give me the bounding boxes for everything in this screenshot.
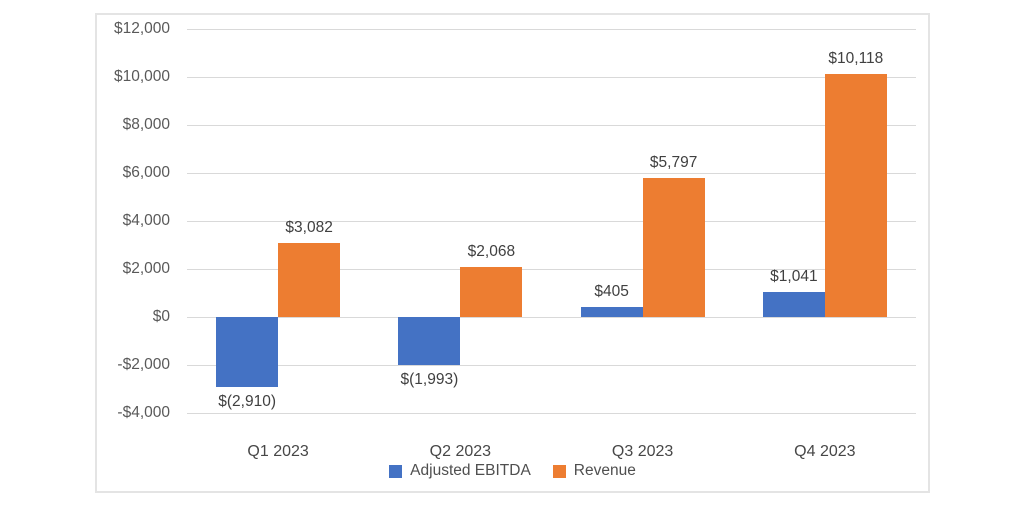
legend-swatch-adjusted-ebitda-icon — [389, 464, 403, 478]
legend-label-revenue: Revenue — [573, 462, 636, 479]
y-tick-label: $2,000 — [122, 260, 170, 277]
bar-revenue-q3-2023 — [642, 177, 705, 317]
legend: Adjusted EBITDA Revenue — [97, 462, 928, 480]
chart-container: $12,000 $10,000 $8,000 $6,000 $4,000 $2,000 $0… — [95, 13, 930, 493]
x-tick-label-q2-2023: Q2 2023 — [429, 443, 492, 460]
data-label-revenue-q4-2023: $10,118 — [828, 50, 884, 68]
y-tick-label: $4,000 — [122, 212, 170, 229]
y-tick-label: $6,000 — [122, 164, 170, 181]
x-tick-label-q4-2023: Q4 2023 — [794, 443, 856, 460]
data-label-revenue-q3-2023: $5,797 — [649, 153, 698, 171]
bar-revenue-q4-2023 — [824, 74, 887, 317]
legend-label-adjusted-ebitda: Adjusted EBITDA — [410, 462, 531, 479]
x-tick-label-q3-2023: Q3 2023 — [611, 443, 674, 460]
bar-adjusted-ebitda-q3-2023 — [580, 307, 643, 317]
legend-item-revenue: Revenue — [552, 462, 636, 480]
gridline — [187, 316, 916, 318]
plot-area: $(2,910) $(1,993) $405 $1,041 $3,082 $2,068 $5… — [187, 28, 916, 414]
y-tick-label: -$4,000 — [117, 404, 170, 421]
y-tick-label: -$2,000 — [117, 356, 170, 373]
gridline — [187, 364, 916, 366]
y-tick-label: $0 — [152, 308, 170, 325]
y-tick-label: $8,000 — [122, 116, 170, 133]
gridline — [187, 412, 916, 414]
bar-adjusted-ebitda-q2-2023 — [398, 317, 461, 365]
bar-revenue-q1-2023 — [278, 243, 341, 317]
y-axis: $12,000 $10,000 $8,000 $6,000 $4,000 $2,000 $0… — [97, 15, 170, 491]
y-tick-label: $10,000 — [113, 68, 170, 85]
gridline — [187, 76, 916, 78]
bar-adjusted-ebitda-q4-2023 — [762, 292, 825, 317]
x-tick-label-q1-2023: Q1 2023 — [247, 443, 309, 460]
legend-item-adjusted-ebitda: Adjusted EBITDA — [389, 462, 531, 480]
gridline — [187, 28, 916, 30]
gridline — [187, 268, 916, 270]
gridline — [187, 172, 916, 174]
data-label-adjusted-ebitda-q1-2023: $(2,910) — [218, 392, 276, 410]
gridline — [187, 124, 916, 126]
data-label-revenue-q1-2023: $3,082 — [285, 219, 333, 237]
data-label-adjusted-ebitda-q4-2023: $1,041 — [770, 268, 818, 286]
x-axis: Q1 2023 Q2 2023 Q3 2023 Q4 2023 — [187, 428, 916, 460]
bar-adjusted-ebitda-q1-2023 — [216, 317, 279, 387]
data-label-adjusted-ebitda-q3-2023: $405 — [594, 283, 629, 301]
gridline — [187, 220, 916, 222]
bar-revenue-q2-2023 — [460, 267, 523, 317]
y-tick-label: $12,000 — [113, 20, 170, 37]
legend-swatch-revenue-icon — [552, 464, 566, 478]
data-label-revenue-q2-2023: $2,068 — [467, 243, 516, 261]
data-label-adjusted-ebitda-q2-2023: $(1,993) — [400, 370, 459, 388]
